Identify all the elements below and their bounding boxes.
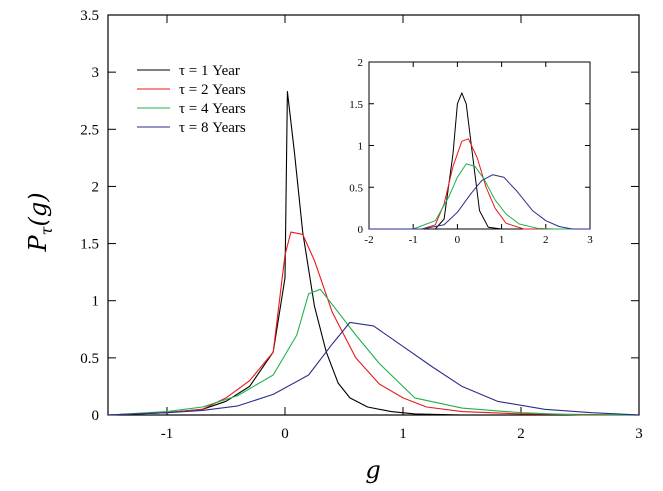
inset-plot: -2 -1 0 1 2 3 0 0.5 1 1.5 2 bbox=[349, 57, 593, 246]
y-tick-label: 2 bbox=[92, 179, 100, 195]
y-tick-label: 2.5 bbox=[80, 122, 99, 138]
inset-background bbox=[369, 62, 590, 229]
inset-y-tick-label: 1 bbox=[358, 141, 364, 153]
y-tick-label: 1 bbox=[92, 294, 100, 310]
inset-series-line-3 bbox=[369, 163, 590, 230]
inset-x-tick-label: 1 bbox=[499, 234, 505, 246]
x-tick-label: 0 bbox=[281, 426, 289, 442]
x-tick-label: -1 bbox=[161, 426, 174, 442]
y-axis-label: Pτ(g) bbox=[24, 192, 56, 252]
inset-y-tick-label: 2 bbox=[358, 57, 364, 69]
inset-series-line-2 bbox=[369, 138, 590, 230]
legend-label-4: τ = 8 Years bbox=[179, 120, 246, 136]
inset-x-tick-label: 0 bbox=[455, 234, 461, 246]
main-plot: -1 0 1 2 3 0 0.5 1 1.5 2 2.5 3 3.5 g Pτ(g) bbox=[24, 8, 643, 484]
legend: τ = 1 Year τ = 2 Years τ = 4 Years τ = 8 Ye… bbox=[137, 63, 246, 136]
inset-y-tick-label: 1.5 bbox=[349, 99, 363, 111]
series-line-3 bbox=[107, 288, 639, 416]
inset-y-tick-label: 0 bbox=[358, 224, 364, 236]
inset-x-tick-label: -2 bbox=[364, 234, 373, 246]
legend-label-3: τ = 4 Years bbox=[179, 101, 246, 117]
y-tick-label: 3.5 bbox=[80, 8, 99, 24]
y-tick-label: 0.5 bbox=[80, 351, 99, 367]
series-line-4 bbox=[107, 321, 640, 416]
inset-y-tick-label: 0.5 bbox=[349, 182, 363, 194]
x-tick-label: 1 bbox=[399, 426, 407, 442]
inset-x-tick-label: -1 bbox=[409, 234, 418, 246]
x-axis-label: g bbox=[365, 456, 380, 484]
series-line-1 bbox=[107, 91, 639, 416]
x-tick-label: 3 bbox=[635, 426, 643, 442]
inset-x-tick-label: 2 bbox=[543, 234, 549, 246]
y-tick-label: 3 bbox=[92, 65, 100, 81]
y-tick-label: 0 bbox=[92, 408, 100, 424]
series-line-2 bbox=[107, 231, 640, 416]
legend-label-2: τ = 2 Years bbox=[179, 82, 246, 98]
inset-series-line-1 bbox=[369, 92, 590, 230]
inset-series-line-4 bbox=[369, 174, 590, 230]
y-axis-label-main: P bbox=[24, 235, 52, 253]
legend-label-1: τ = 1 Year bbox=[179, 63, 240, 79]
frame bbox=[107, 14, 640, 416]
inset-x-tick-label: 3 bbox=[587, 234, 593, 246]
y-tick-label: 1.5 bbox=[80, 237, 99, 253]
x-tick-label: 2 bbox=[517, 426, 525, 442]
y-axis-label-sub: τ bbox=[37, 225, 56, 235]
y-axis-label-arg: (g) bbox=[24, 192, 52, 226]
